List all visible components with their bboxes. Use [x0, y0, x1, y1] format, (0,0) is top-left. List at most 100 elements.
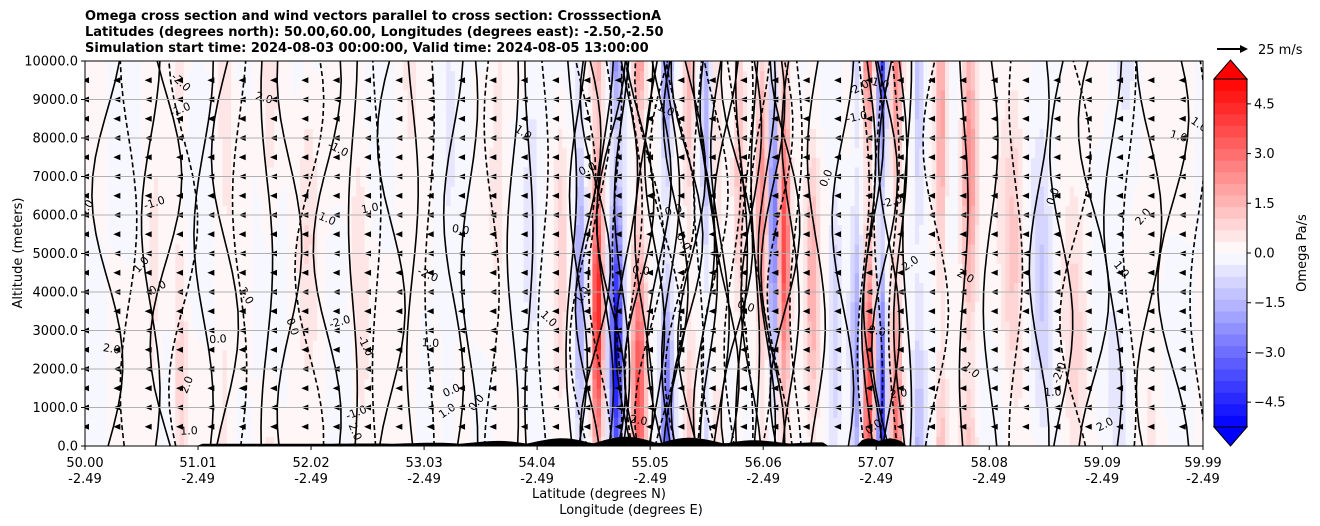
- colorbar-bin: [1214, 218, 1247, 231]
- wind-vector: [364, 115, 372, 122]
- wind-vector: [1053, 423, 1061, 430]
- colorbar-bin: [1214, 357, 1247, 370]
- wind-vector: [834, 115, 842, 122]
- wind-vector: [1084, 346, 1092, 353]
- wind-vector: [238, 385, 246, 392]
- colorbar-bin: [1214, 287, 1247, 300]
- wind-vector: [708, 154, 716, 161]
- wind-vector: [928, 423, 936, 430]
- colorbar-bin: [1214, 79, 1247, 92]
- wind-vector: [928, 231, 936, 238]
- wind-vector: [426, 269, 434, 276]
- wind-vector: [426, 115, 434, 122]
- wind-vector: [144, 231, 152, 238]
- contour-label: 2.0: [346, 421, 365, 442]
- wind-vector: [270, 385, 278, 392]
- wind-vector: [896, 346, 904, 353]
- wind-vector: [207, 269, 215, 276]
- x-tick-label-lat: 58.08: [971, 456, 1008, 471]
- wind-vector: [301, 115, 309, 122]
- wind-vector: [708, 269, 716, 276]
- wind-vector: [207, 192, 215, 199]
- wind-vector: [740, 269, 748, 276]
- wind-vector: [1084, 115, 1092, 122]
- wind-vector: [395, 154, 403, 161]
- wind-vector: [990, 385, 998, 392]
- wind-vector: [458, 154, 466, 161]
- wind-vector: [332, 154, 340, 161]
- wind-vector: [176, 154, 184, 161]
- x-tick-label-lon: -2.49: [181, 472, 215, 487]
- terrain: [85, 436, 1203, 446]
- wind-vector: [1178, 385, 1186, 392]
- wind-vector: [520, 77, 528, 84]
- wind-vector: [364, 346, 372, 353]
- wind-vector: [1147, 385, 1155, 392]
- wind-vector: [144, 115, 152, 122]
- wind-vector: [583, 269, 591, 276]
- wind-vector: [677, 154, 685, 161]
- wind-vector: [144, 346, 152, 353]
- wind-vector: [1084, 385, 1092, 392]
- wind-vector: [85, 423, 89, 430]
- wind-vector: [1178, 192, 1186, 199]
- wind-vector: [520, 423, 528, 430]
- wind-vector: [583, 231, 591, 238]
- colorbar-bin: [1214, 137, 1247, 150]
- colorbar-bin: [1214, 160, 1247, 173]
- wind-vector: [520, 269, 528, 276]
- wind-vector: [896, 192, 904, 199]
- wind-vector: [1147, 231, 1155, 238]
- x-tick-label-lat: 59.99: [1184, 456, 1221, 471]
- wind-vector: [1147, 269, 1155, 276]
- wind-vector: [1084, 423, 1092, 430]
- wind-vector: [1147, 115, 1155, 122]
- wind-vector: [1116, 154, 1124, 161]
- wind-vector: [207, 346, 215, 353]
- wind-vector: [520, 346, 528, 353]
- wind-vector: [614, 346, 622, 353]
- wind-vector: [802, 385, 810, 392]
- chart-title: Omega cross section and wind vectors par…: [85, 9, 664, 57]
- contour-label: -2.0: [328, 313, 352, 331]
- wind-vector: [144, 308, 152, 315]
- wind-vector: [1116, 308, 1124, 315]
- wind-vector: [489, 346, 497, 353]
- wind-vector: [520, 115, 528, 122]
- wind-vector: [426, 346, 434, 353]
- wind-vector: [1178, 115, 1186, 122]
- wind-vector: [990, 154, 998, 161]
- wind-vector: [1178, 231, 1186, 238]
- wind-vector: [614, 385, 622, 392]
- wind-vector: [332, 269, 340, 276]
- wind-vector: [552, 269, 560, 276]
- x-tick-label-lon: -2.49: [1085, 472, 1119, 487]
- wind-vector: [426, 192, 434, 199]
- x-tick-label-lat: 53.03: [405, 456, 442, 471]
- wind-vector: [144, 77, 152, 84]
- wind-vector: [176, 423, 184, 430]
- wind-vector: [489, 192, 497, 199]
- wind-vector: [771, 154, 779, 161]
- wind-vector: [552, 385, 560, 392]
- wind-vector: [426, 154, 434, 161]
- wind-vector: [1084, 77, 1092, 84]
- contour-label: 0.0: [451, 222, 470, 238]
- wind-vector: [959, 308, 967, 315]
- contour-label: 0.0: [76, 197, 97, 219]
- wind-vector: [270, 77, 278, 84]
- wind-vector: [646, 308, 654, 315]
- wind-vector: [552, 423, 560, 430]
- wind-vector: [1022, 154, 1030, 161]
- wind-vector: [458, 192, 466, 199]
- wind-vector: [176, 346, 184, 353]
- wind-vector: [677, 385, 685, 392]
- wind-vector: [207, 115, 215, 122]
- x-tick-label-lon: -2.49: [633, 472, 667, 487]
- contour-label: 0.0: [283, 316, 301, 337]
- y-axis-label: Altitude (meters): [11, 198, 26, 309]
- wind-vector: [364, 192, 372, 199]
- wind-vector: [614, 192, 622, 199]
- wind-vector: [113, 385, 121, 392]
